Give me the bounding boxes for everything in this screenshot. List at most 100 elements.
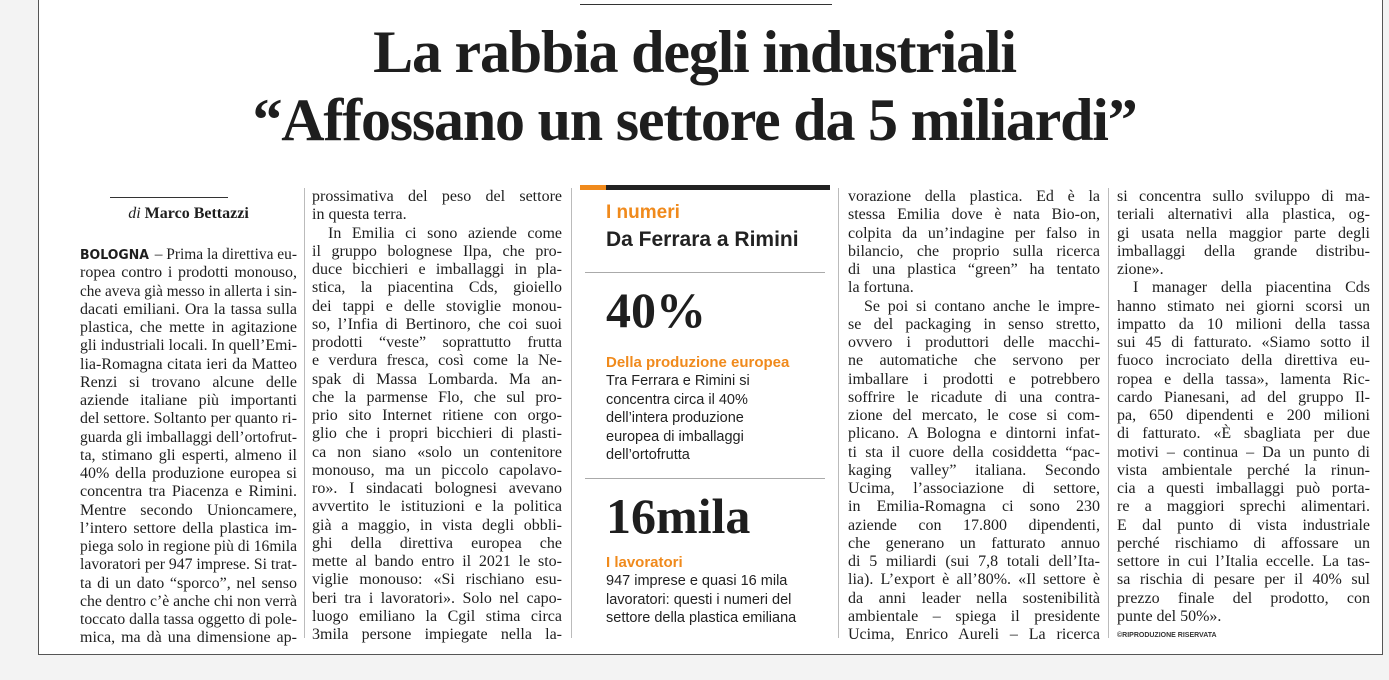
text-line: ne automatiche che servono per bbox=[848, 352, 1100, 370]
text: lia-Romagna citata ieri da Matteo bbox=[80, 355, 297, 373]
text: in Emilia-Romagna ci sono 230 bbox=[848, 498, 1100, 516]
text-line-inner: sa rischia di pesare per il 40% sul bbox=[1117, 571, 1370, 589]
text-line-inner: la fortuna. bbox=[848, 279, 914, 297]
text-line-inner: l’intero settore della plastica im- bbox=[80, 520, 297, 538]
text-line: imballaggi della grande distribu- bbox=[1117, 243, 1370, 261]
text-line-inner: che generano un fatturato annuo bbox=[848, 535, 1100, 553]
text: che aveva già messo in allerta i sin- bbox=[80, 282, 297, 300]
text-line-inner: zione del mercato, le cose si com- bbox=[848, 407, 1100, 425]
text-line: plicano. A Bologna e dintorni infat- bbox=[848, 425, 1100, 443]
text-line-inner: piega solo in regione più di 16mila bbox=[80, 538, 297, 556]
text-line: Ucima, Enrico Aureli – La ricerca bbox=[848, 626, 1100, 644]
text: ti sta il cuore della cosiddetta “pac- bbox=[848, 443, 1100, 461]
text: il gruppo bolognese Ilpa, che pro- bbox=[312, 242, 562, 260]
text-line-inner: ca non siano «solo un contenitore bbox=[312, 444, 562, 462]
box-title: Da Ferrara a Rimini bbox=[606, 228, 799, 251]
text-line: ghi della direttiva europea che bbox=[312, 535, 562, 553]
column-rule bbox=[838, 188, 839, 638]
text: guarda gli imballaggi dell’ortofrut- bbox=[80, 428, 297, 446]
text-line-inner: già a maggio, in vista degli obbli- bbox=[312, 517, 562, 535]
text-line: ta, stimano gli esperti, almeno il bbox=[80, 447, 297, 465]
text-line-inner: stessa Emilia dove è nata Bio-on, bbox=[848, 206, 1100, 224]
headline: La rabbia degli industriali bbox=[373, 19, 1017, 85]
text-line-inner: si concentra sullo sviluppo di ma- bbox=[1117, 188, 1370, 206]
headline: “Affossano un settore da 5 miliardi” bbox=[252, 87, 1137, 153]
text: aziende con 17.800 dipendenti, bbox=[848, 516, 1100, 534]
text: ta, stimano gli esperti, almeno il bbox=[80, 446, 297, 464]
text-line: dacati emiliani. Ora la tassa sulla bbox=[80, 301, 297, 319]
byline-rule bbox=[110, 197, 228, 198]
text-line: ta di un dato “sporco”, nel senso bbox=[80, 575, 297, 593]
text-line: Ucima, l’associazione di settore, bbox=[848, 480, 1100, 498]
text-line: gi usata nella maggior parte degli bbox=[1117, 225, 1370, 243]
text-line: l’intero settore della plastica im- bbox=[80, 520, 297, 538]
text-line: monouso, ma un piccolo capolavo- bbox=[312, 462, 562, 480]
text-line-inner: viglie monouso: «Si rischiano esu- bbox=[312, 571, 562, 589]
text-line: il gruppo bolognese Ilpa, che pro- bbox=[312, 243, 562, 261]
text-line-inner: il gruppo bolognese Ilpa, che pro- bbox=[312, 243, 562, 261]
text: già a maggio, in vista degli obbli- bbox=[312, 516, 562, 534]
text: In Emilia ci sono aziende come bbox=[328, 224, 562, 242]
text-line-inner: colpita da un’indagine per falso in bbox=[848, 225, 1100, 243]
copyright: ©RIPRODUZIONE RISERVATA bbox=[1117, 632, 1217, 639]
text-line-inner: duce bicchieri e imballaggi in pla- bbox=[312, 261, 562, 279]
dateline: BOLOGNA bbox=[80, 248, 149, 263]
text-line-inner: gi usata nella maggior parte degli bbox=[1117, 225, 1370, 243]
top-rule bbox=[580, 4, 832, 5]
text-line: soffrire le ricadute di una contra- bbox=[848, 389, 1100, 407]
text: che la parmense Flo, che sul pro- bbox=[312, 388, 562, 406]
text-line: lia). L’export è all’80%. «Il settore è bbox=[848, 571, 1100, 589]
text: di una plastica “green” ha tentato bbox=[848, 261, 1100, 278]
text-line: da anni leader nella sostenibilità bbox=[848, 590, 1100, 608]
text: stica, la piacentina Cds, gioiello bbox=[312, 279, 562, 297]
fact-text: dell’ortofrutta bbox=[606, 447, 690, 463]
text: plicano. A Bologna e dintorni infat- bbox=[848, 425, 1100, 443]
text-line-inner: imballaggi della grande distribu- bbox=[1117, 243, 1370, 261]
text-line-inner: perché rischiamo di affossare un bbox=[1117, 535, 1370, 553]
text-line: prodotti “veste” soprattutto frutta bbox=[312, 334, 562, 352]
text-line-inner: BOLOGNA – Prima la direttiva eu- bbox=[80, 246, 297, 265]
text-line-inner: impatto da 10 milioni della tassa bbox=[1117, 316, 1370, 334]
text: Ucima, l’associazione di settore, bbox=[848, 480, 1100, 497]
text-line-inner: punte del 50%». bbox=[1117, 608, 1221, 626]
text-line-inner: 40% della produzione europea si bbox=[80, 465, 297, 483]
text-line-inner: settore in cui l’Italia eccelle. La tas- bbox=[1117, 553, 1370, 571]
text: zione». bbox=[1117, 261, 1164, 278]
text-line-inner: Se poi si contano anche le impre- bbox=[864, 298, 1100, 316]
text: dei tappi e delle stoviglie monou- bbox=[312, 297, 562, 315]
text: perché rischiamo di affossare un bbox=[1117, 534, 1370, 552]
text-line: aziende con 17.800 dipendenti, bbox=[848, 517, 1100, 535]
text: se del packaging in senso stretto, bbox=[848, 315, 1100, 333]
text: I manager della piacentina Cds bbox=[1133, 279, 1370, 297]
text-line: beri tra i lavoratori». Solo nel capo- bbox=[312, 590, 562, 608]
text-line: piega solo in regione più di 16mila bbox=[80, 538, 297, 556]
fact-label: Della produzione europea bbox=[606, 354, 790, 371]
text-line: si concentra sullo sviluppo di ma- bbox=[1117, 188, 1370, 206]
text: duce bicchieri e imballaggi in pla- bbox=[312, 261, 562, 278]
text-line-inner: spak di Massa Lombarda. Ma an- bbox=[312, 371, 562, 389]
text-line: motivi – continua – Da un punto di bbox=[1117, 444, 1370, 462]
text-line-inner: di una plastica “green” ha tentato bbox=[848, 261, 1100, 279]
text-line: in questa terra. bbox=[312, 206, 562, 224]
box-divider bbox=[585, 272, 825, 273]
fact-figure: 40% bbox=[606, 282, 706, 338]
text-line: pa, 650 dipendenti e 200 milioni bbox=[1117, 407, 1370, 425]
text-line-inner: che aveva già messo in allerta i sin- bbox=[80, 283, 297, 301]
text: beri tra i lavoratori». Solo nel capo- bbox=[312, 589, 562, 607]
text: imballaggi della grande distribu- bbox=[1117, 242, 1370, 260]
text-line-inner: Ucima, Enrico Aureli – La ricerca bbox=[848, 626, 1100, 644]
text-line: BOLOGNA – Prima la direttiva eu- bbox=[80, 246, 297, 264]
text-line-inner: ta di un dato “sporco”, nel senso bbox=[80, 575, 297, 593]
text-line-inner: 3mila persone impiegate nella la- bbox=[312, 626, 562, 644]
text-line: avvertito le istituzioni e la politica bbox=[312, 498, 562, 516]
text-line-inner: che la parmense Flo, che sul pro- bbox=[312, 389, 562, 407]
text: dacati emiliani. Ora la tassa sulla bbox=[80, 300, 297, 318]
text: pa, 650 dipendenti e 200 milioni bbox=[1117, 407, 1370, 424]
text-line: perché rischiamo di affossare un bbox=[1117, 535, 1370, 553]
text: prezzo finale del prodotto, con bbox=[1117, 589, 1370, 607]
text-line-inner: prossimativa del peso del settore bbox=[312, 188, 562, 206]
text-line-inner: lia). L’export è all’80%. «Il settore è bbox=[848, 571, 1100, 589]
text: 40% della produzione europea si bbox=[80, 465, 297, 482]
text: prio sito Internet ritiene con orgo- bbox=[312, 407, 562, 424]
text-line: la fortuna. bbox=[848, 279, 1100, 297]
